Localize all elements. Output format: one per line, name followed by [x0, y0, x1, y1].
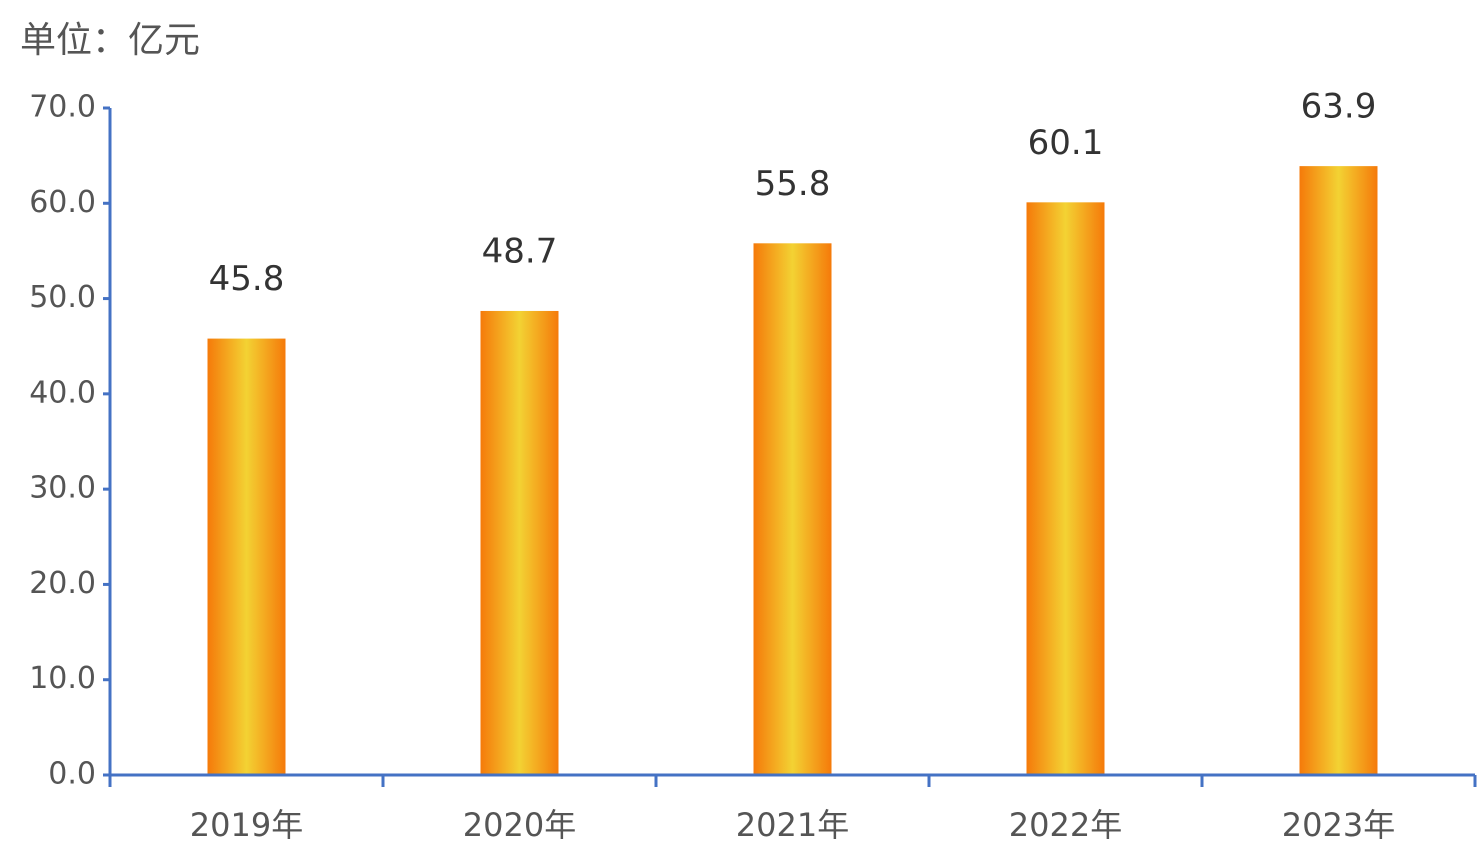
x-tick-label: 2023年 — [1282, 806, 1395, 844]
chart-title: 单位：亿元 — [20, 20, 200, 61]
bar — [1299, 166, 1378, 776]
x-tick-label: 2022年 — [1009, 806, 1122, 844]
value-label: 48.7 — [482, 231, 558, 271]
y-tick-label: 70.0 — [29, 90, 96, 125]
value-label: 60.1 — [1028, 123, 1104, 163]
bar — [753, 243, 832, 775]
y-tick-label: 50.0 — [29, 280, 96, 315]
y-tick-label: 0.0 — [48, 757, 96, 792]
bar — [480, 310, 559, 775]
bar — [207, 338, 286, 775]
y-tick-label: 40.0 — [29, 375, 96, 410]
y-tick-label: 20.0 — [29, 566, 96, 601]
x-tick-label: 2020年 — [463, 806, 576, 844]
value-label: 55.8 — [755, 164, 831, 204]
y-tick-label: 30.0 — [29, 471, 96, 506]
x-tick-label: 2019年 — [190, 806, 303, 844]
y-tick-label: 10.0 — [29, 661, 96, 696]
bar — [1026, 202, 1105, 775]
value-label: 45.8 — [209, 259, 285, 299]
y-tick-label: 60.0 — [29, 185, 96, 220]
x-tick-label: 2021年 — [736, 806, 849, 844]
value-label: 63.9 — [1301, 87, 1377, 127]
